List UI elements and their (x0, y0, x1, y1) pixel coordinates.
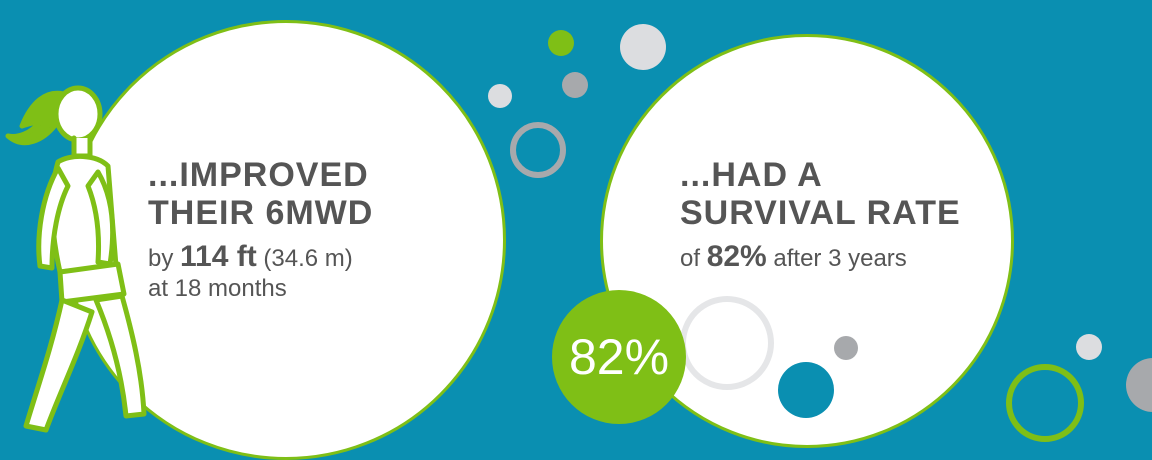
left-heading-line2: THEIR 6MWD (148, 194, 374, 233)
left-sub-unit: (34.6 m) (256, 245, 353, 272)
decorative-dot (834, 336, 858, 360)
left-subtext: by 114 ft (34.6 m) at 18 months (148, 240, 353, 302)
right-heading: ...HAD A SURVIVAL RATE (680, 156, 961, 232)
left-sub-line2: at 18 months (148, 274, 287, 302)
decorative-dot (1126, 358, 1152, 412)
survival-percentage-badge: 82% (552, 290, 686, 424)
decorative-dot (778, 362, 834, 418)
walking-woman-icon (5, 85, 147, 433)
right-sub-value: 82% (706, 240, 767, 273)
left-sub-prefix: by (148, 245, 181, 272)
decorative-ring (510, 122, 566, 178)
right-sub-prefix: of (680, 245, 707, 272)
left-sub-value: 114 ft (180, 240, 257, 273)
left-heading-line1: ...IMPROVED (148, 156, 369, 194)
decorative-dot (488, 84, 512, 108)
decorative-dot (620, 24, 666, 70)
decorative-dot (1076, 334, 1102, 360)
decorative-ring (1006, 364, 1084, 442)
left-heading: ...IMPROVED THEIR 6MWD (148, 156, 373, 232)
right-sub-suffix: after 3 years (766, 245, 907, 272)
decorative-dot (562, 72, 588, 98)
right-heading-line1: ...HAD A (680, 156, 823, 194)
decorative-ring (680, 296, 774, 390)
right-heading-line2: SURVIVAL RATE (680, 194, 961, 233)
right-subtext: of 82% after 3 years (680, 240, 907, 274)
decorative-dot (548, 30, 574, 56)
